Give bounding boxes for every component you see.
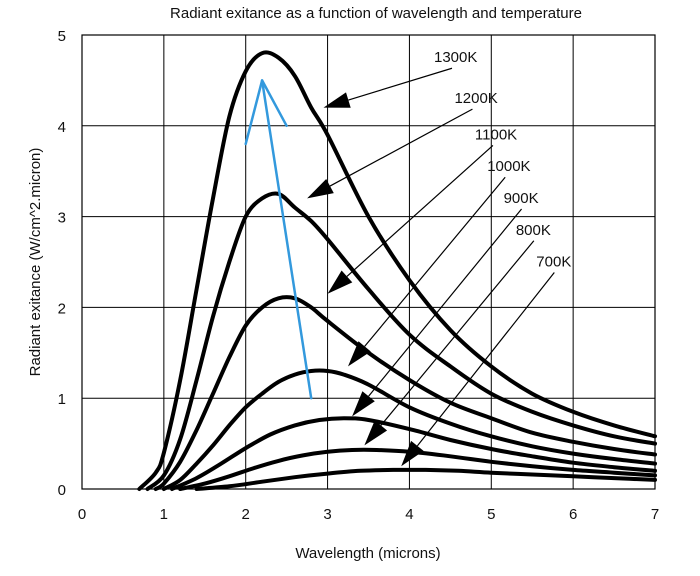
series-label-1000k: 1000K (487, 158, 530, 175)
curve-700k (194, 467, 657, 491)
leader-arrowhead (307, 179, 334, 199)
x-tick-labels: 0 1 2 3 4 5 6 7 (78, 506, 659, 523)
y-tick-label: 4 (58, 119, 66, 136)
curve-1200k (145, 191, 657, 491)
x-tick-label: 3 (323, 506, 331, 523)
curve-1000k (161, 368, 657, 491)
x-tick-label: 2 (242, 506, 250, 523)
y-axis-label: Radiant exitance (W/cm^2.micron) (27, 148, 44, 377)
leader-arrowhead (352, 391, 375, 417)
series-label-1100k: 1100K (475, 126, 517, 143)
leader-line (329, 108, 473, 187)
peak-shift-trend (244, 79, 313, 400)
leader-line (346, 144, 494, 277)
curve-1100k (153, 295, 657, 491)
leader-arrowhead (401, 440, 424, 467)
leader-arrowhead (323, 92, 351, 108)
temperature-annotations: 1300K 1200K 1100K 1000K 900K 800K 700K (307, 49, 571, 467)
leader-line (348, 67, 453, 101)
peak-trend-line (260, 79, 313, 400)
x-tick-label: 0 (78, 506, 86, 523)
x-tick-label: 5 (487, 506, 495, 523)
leader-line (364, 176, 506, 347)
y-tick-label: 0 (58, 482, 66, 499)
leader-arrowhead (364, 420, 388, 446)
y-tick-label: 3 (58, 210, 66, 227)
series-label-1300k: 1300K (434, 49, 477, 66)
leader-line (368, 208, 523, 397)
series-label-800k: 800K (516, 222, 551, 239)
series-label-700k: 700K (536, 254, 571, 271)
y-tick-label: 2 (58, 300, 66, 317)
leader-arrowhead (348, 341, 371, 367)
curve-800k (178, 447, 657, 491)
leader-arrowhead (327, 270, 353, 294)
y-tick-labels: 0 1 2 3 4 5 (58, 28, 66, 499)
x-tick-label: 4 (405, 506, 413, 523)
peak-trend-arrowhead (244, 79, 288, 146)
chart-title: Radiant exitance as a function of wavele… (170, 5, 582, 22)
x-axis-label: Wavelength (microns) (295, 545, 440, 562)
plot-frame (81, 34, 656, 490)
leader-line (416, 272, 555, 447)
x-tick-label: 6 (569, 506, 577, 523)
spectral-curves (137, 50, 657, 491)
series-label-1200k: 1200K (454, 90, 497, 107)
curve-900k (170, 416, 657, 491)
leader-line (380, 240, 535, 426)
x-tick-label: 1 (160, 506, 168, 523)
series-label-900k: 900K (504, 190, 539, 207)
y-tick-label: 1 (58, 391, 66, 408)
curve-1300k (137, 50, 657, 491)
y-tick-label: 5 (58, 28, 66, 45)
x-tick-label: 7 (651, 506, 659, 523)
